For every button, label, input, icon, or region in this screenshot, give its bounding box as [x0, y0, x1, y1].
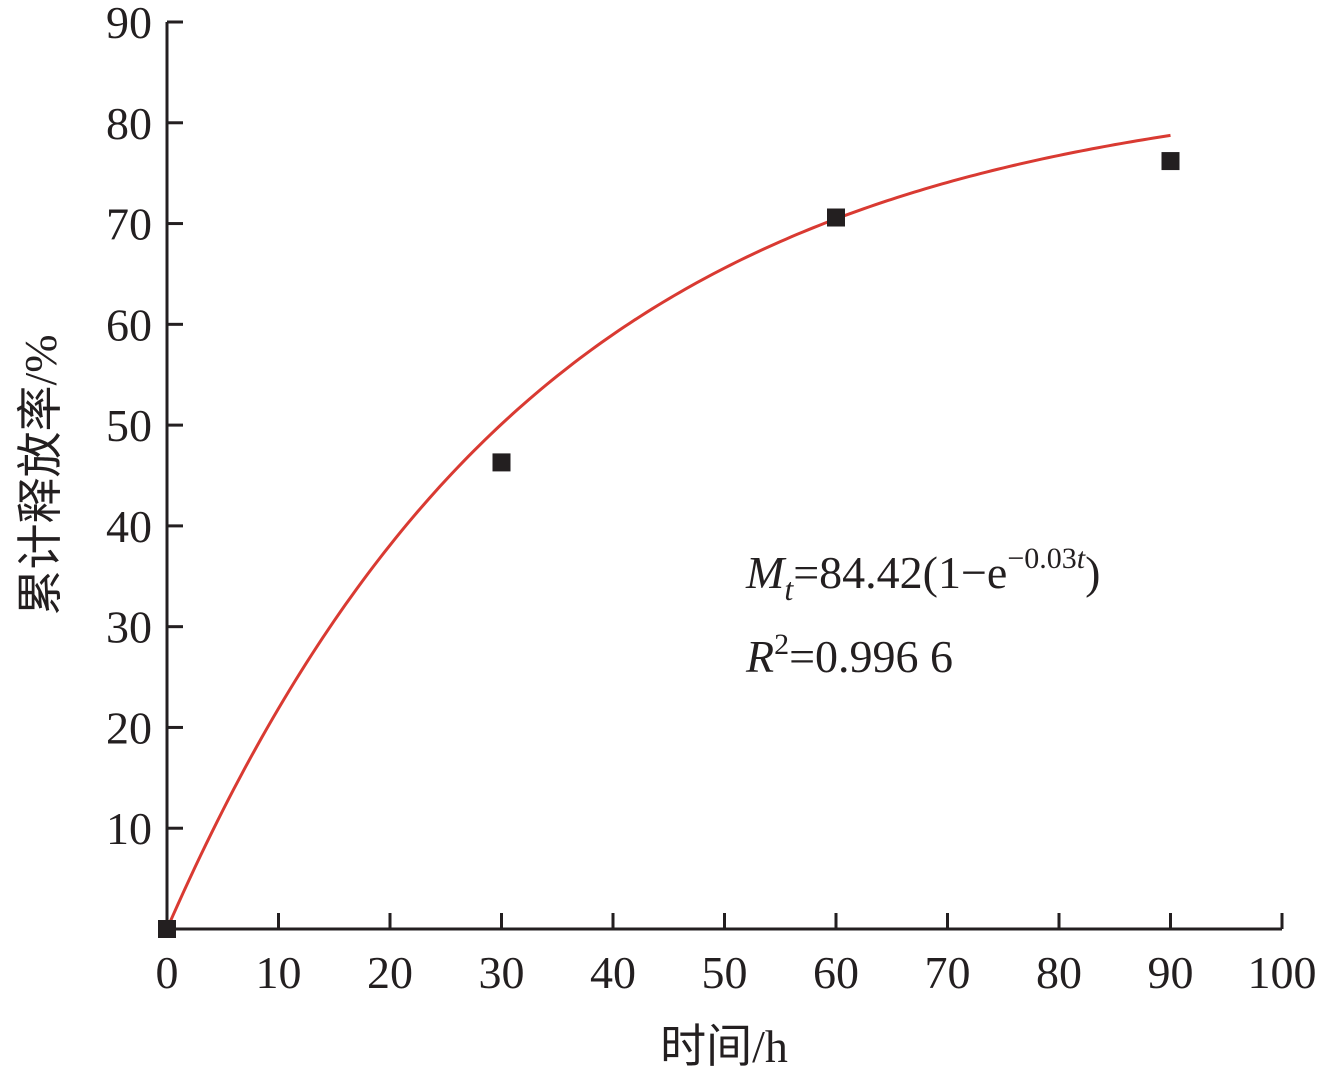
y-tick-label-80: 80	[106, 98, 152, 149]
y-tick-label-10: 10	[106, 803, 152, 854]
x-axis-title: 时间/h	[660, 1021, 788, 1072]
y-tick-labels: 10 20 30 40 50 60 70 80 90	[106, 0, 152, 854]
y-tick-label-90: 90	[106, 0, 152, 48]
x-tick-labels: 0 10 20 30 40 50 60 70 80 90 100	[156, 947, 1317, 998]
x-tick-label-80: 80	[1036, 947, 1082, 998]
x-tick-label-30: 30	[479, 947, 525, 998]
x-tick-label-20: 20	[367, 947, 413, 998]
data-point-2	[827, 208, 845, 227]
data-point-0	[158, 920, 176, 938]
r2-value: =0.996 6	[789, 631, 953, 682]
y-ticks	[167, 20, 183, 830]
y-tick-label-70: 70	[106, 199, 152, 250]
y-tick-label-30: 30	[106, 602, 152, 653]
y-tick-label-60: 60	[106, 299, 152, 350]
y-tick-label-20: 20	[106, 702, 152, 753]
r2-symbol: R	[745, 631, 774, 682]
y-tick-label-50: 50	[106, 400, 152, 451]
x-tick-label-0: 0	[156, 947, 179, 998]
data-point-1	[492, 453, 511, 472]
axes	[165, 22, 1282, 931]
x-tick-label-60: 60	[813, 947, 859, 998]
x-tick-label-50: 50	[702, 947, 748, 998]
eq-close: )	[1085, 547, 1100, 598]
x-tick-label-40: 40	[590, 947, 636, 998]
eq-body: =84.42(1−e	[793, 547, 1007, 598]
x-tick-label-90: 90	[1148, 947, 1194, 998]
r-squared: R2=0.996 6	[745, 628, 953, 682]
fit-curve	[165, 133, 1171, 930]
data-point-3	[1161, 152, 1180, 171]
data-points	[158, 152, 1180, 938]
fit-equation: Mt=84.42(1−e−0.03t)	[745, 542, 1100, 607]
eq-subscript-t: t	[784, 571, 794, 607]
x-tick-label-70: 70	[925, 947, 971, 998]
eq-exponent: −0.03	[1007, 542, 1076, 575]
eq-symbol-m: M	[745, 547, 787, 598]
x-ticks	[277, 913, 1284, 929]
x-tick-label-100: 100	[1248, 947, 1317, 998]
x-tick-label-10: 10	[256, 947, 302, 998]
r2-superscript: 2	[774, 628, 789, 661]
y-axis-title: 累计释放率/%	[15, 334, 66, 615]
eq-exponent-t: t	[1077, 542, 1086, 575]
y-tick-label-40: 40	[106, 501, 152, 552]
